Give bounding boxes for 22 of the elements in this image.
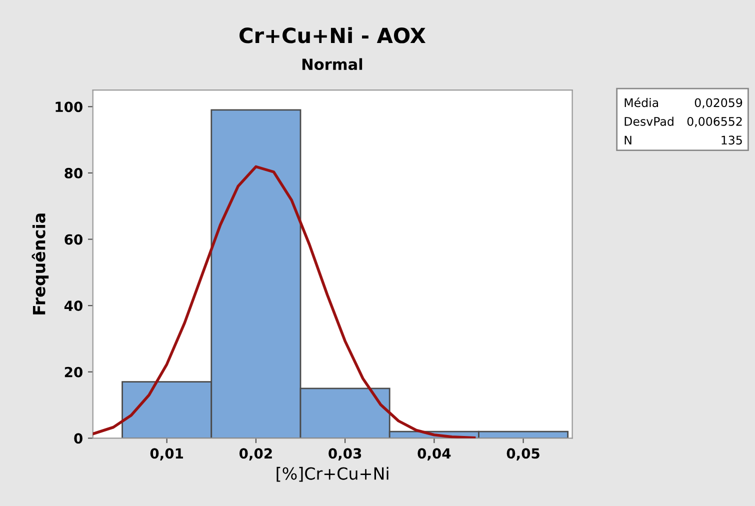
text: 0,006552: [687, 116, 742, 128]
x-axis-title: [%]Cr+Cu+Ni: [276, 466, 388, 482]
x-tick-label: 0,02: [239, 448, 272, 460]
chart-subtitle: Normal: [302, 58, 362, 70]
x-tick-label: 0,03: [328, 448, 362, 460]
y-tick-label: 0: [74, 433, 82, 444]
y-tick-label: 20: [64, 366, 82, 378]
text: 0,02059: [694, 98, 742, 108]
x-tick-label: 0,04: [418, 448, 451, 460]
text: Média: [624, 98, 658, 108]
y-tick-label: 60: [64, 234, 82, 245]
text: N: [624, 136, 632, 144]
y-tick-label: 100: [56, 102, 82, 112]
y-axis-title: Frequência: [32, 214, 49, 314]
line-series: [92, 165, 476, 438]
text: 135: [722, 136, 742, 145]
chart-title: Cr+Cu+Ni - AOX: [240, 27, 426, 44]
y-tick-label: 40: [64, 300, 82, 312]
text: DesvPad: [624, 116, 674, 126]
x-tick-label: 0,05: [506, 448, 540, 460]
x-tick-label: 0,01: [150, 448, 184, 460]
y-tick-label: 80: [64, 168, 82, 178]
